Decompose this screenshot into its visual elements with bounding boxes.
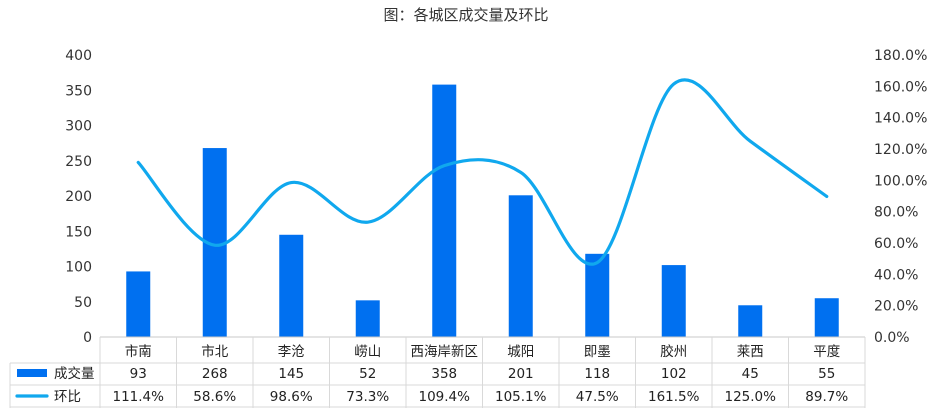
legend-label-line: 环比 [54, 389, 81, 405]
bar-value-cell: 268 [202, 366, 228, 382]
left-tick-label: 400 [65, 48, 92, 64]
left-tick-label: 350 [65, 83, 92, 99]
bar [738, 305, 763, 337]
line-value-cell: 89.7% [805, 389, 848, 405]
line-value-cell: 105.1% [495, 389, 547, 405]
left-tick-label: 150 [65, 224, 92, 240]
right-tick-label: 140.0% [874, 111, 927, 127]
category-label: 胶州 [660, 343, 687, 360]
bar-value-cell: 55 [818, 366, 835, 382]
left-tick-label: 200 [65, 189, 92, 205]
bar-value-cell: 102 [661, 366, 687, 382]
right-tick-label: 100.0% [874, 173, 927, 189]
right-tick-label: 60.0% [874, 236, 918, 252]
line-value-cell: 58.6% [193, 389, 236, 405]
right-tick-label: 180.0% [874, 48, 927, 64]
bar-value-cell: 93 [130, 366, 147, 382]
bar [279, 234, 304, 337]
line-value-cell: 161.5% [648, 389, 700, 405]
category-label: 李沧 [278, 343, 305, 360]
left-axis: 0 50 100 150 200 250 300 350 400 [65, 48, 92, 346]
left-tick-label: 0 [83, 330, 92, 346]
category-label: 平度 [813, 344, 840, 360]
bar-value-cell: 52 [359, 366, 376, 382]
category-label: 莱西 [737, 344, 764, 360]
left-tick-label: 100 [65, 260, 92, 276]
bar-value-cell: 201 [508, 366, 534, 382]
legend-swatch-bar [17, 369, 47, 377]
bar-value-cell: 118 [584, 366, 610, 382]
category-label: 崂山 [354, 344, 381, 360]
category-label: 即墨 [584, 344, 611, 360]
right-tick-label: 20.0% [874, 299, 918, 315]
left-tick-label: 300 [65, 119, 92, 135]
bar-value-cell: 358 [431, 366, 457, 382]
line-value-cell: 125.0% [725, 389, 777, 405]
bar [585, 253, 610, 337]
bar [126, 271, 151, 337]
line-value-cell: 109.4% [419, 389, 471, 405]
chart-title: 图：各城区成交量及环比 [383, 6, 548, 24]
bar [814, 298, 839, 337]
bar [661, 265, 686, 337]
bar-value-cell: 145 [278, 366, 304, 382]
bar-value-cell: 45 [742, 366, 759, 382]
line-series-huanbi [136, 78, 829, 266]
right-tick-label: 40.0% [874, 267, 918, 283]
category-label: 城阳 [507, 344, 534, 360]
bar [508, 195, 533, 337]
right-tick-label: 120.0% [874, 142, 927, 158]
right-tick-label: 160.0% [874, 79, 927, 95]
right-tick-label: 80.0% [874, 205, 918, 221]
left-tick-label: 250 [65, 154, 92, 170]
category-label: 西海岸新区 [411, 344, 479, 360]
line-value-cell: 47.5% [576, 389, 619, 405]
legend-label-bar: 成交量 [54, 365, 95, 382]
bar [432, 84, 457, 337]
right-tick-label: 0.0% [874, 330, 910, 346]
line-value-cell: 98.6% [270, 389, 313, 405]
left-tick-label: 50 [74, 295, 92, 311]
category-label: 市北 [201, 343, 228, 360]
bar [355, 300, 380, 337]
line-value-cell: 111.4% [113, 389, 165, 405]
right-axis: 0.0% 20.0% 40.0% 60.0% 80.0% 100.0% 120.0% 140.… [874, 48, 927, 346]
category-label: 市南 [125, 343, 152, 360]
line-value-cell: 73.3% [346, 389, 389, 405]
